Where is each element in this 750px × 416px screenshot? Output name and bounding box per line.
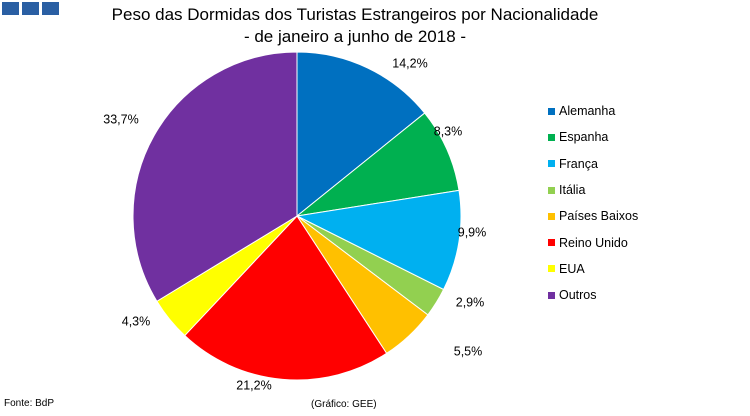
logo-square: [22, 2, 39, 15]
legend-label: Espanha: [559, 130, 609, 145]
data-label-alemanha: 14,2%: [392, 56, 427, 70]
legend-swatch: [548, 186, 555, 194]
pie-slice-reino-unido: [184, 215, 388, 381]
legend-swatch: [548, 291, 555, 299]
legend-item: França: [548, 151, 638, 177]
chart-legend: Alemanha Espanha França Itália Países Baixos…: [548, 98, 638, 308]
legend-swatch: [548, 265, 555, 273]
legend-swatch: [548, 212, 555, 220]
legend-swatch: [548, 239, 555, 247]
data-label-frança: 9,9%: [458, 225, 487, 239]
logo-square: [2, 2, 19, 15]
legend-label: Países Baixos: [559, 209, 639, 224]
data-label-outros: 33,7%: [103, 112, 138, 126]
logo-square: [42, 2, 59, 15]
legend-item: EUA: [548, 256, 638, 282]
legend-item: Espanha: [548, 124, 638, 150]
data-label-reino-unido: 21,2%: [236, 378, 271, 392]
legend-label: Outros: [559, 288, 597, 303]
legend-swatch: [548, 107, 555, 115]
pie-slice-alemanha: [296, 51, 426, 218]
legend-label: Itália: [559, 183, 586, 198]
legend-label: EUA: [559, 261, 585, 276]
legend-label: França: [559, 156, 598, 171]
pie-slice-frança: [295, 189, 462, 291]
legend-item: Alemanha: [548, 98, 638, 124]
pie-slice-espanha: [295, 112, 460, 217]
data-label-eua: 4,3%: [122, 314, 151, 328]
source-note: Fonte: BdP: [4, 398, 55, 409]
chart-title-line1: Peso das Dormidas dos Turistas Estrangei…: [111, 5, 599, 24]
legend-label: Alemanha: [559, 104, 616, 119]
data-label-espanha: 8,3%: [434, 124, 463, 138]
data-label-itália: 2,9%: [456, 295, 485, 309]
logo: [2, 2, 59, 15]
data-label-países-baixos: 5,5%: [454, 344, 483, 358]
chart-title: Peso das Dormidas dos Turistas Estrangei…: [60, 4, 650, 48]
legend-swatch: [548, 133, 555, 141]
legend-item: Outros: [548, 282, 638, 308]
legend-item: Países Baixos: [548, 203, 638, 229]
legend-item: Reino Unido: [548, 229, 638, 255]
legend-item: Itália: [548, 177, 638, 203]
legend-label: Reino Unido: [559, 235, 628, 250]
pie-slice-outros: [132, 51, 298, 302]
legend-swatch: [548, 160, 555, 168]
chart-title-line2: - de janeiro a junho de 2018 -: [243, 27, 467, 46]
chart-credit: (Gráfico: GEE): [311, 399, 377, 410]
